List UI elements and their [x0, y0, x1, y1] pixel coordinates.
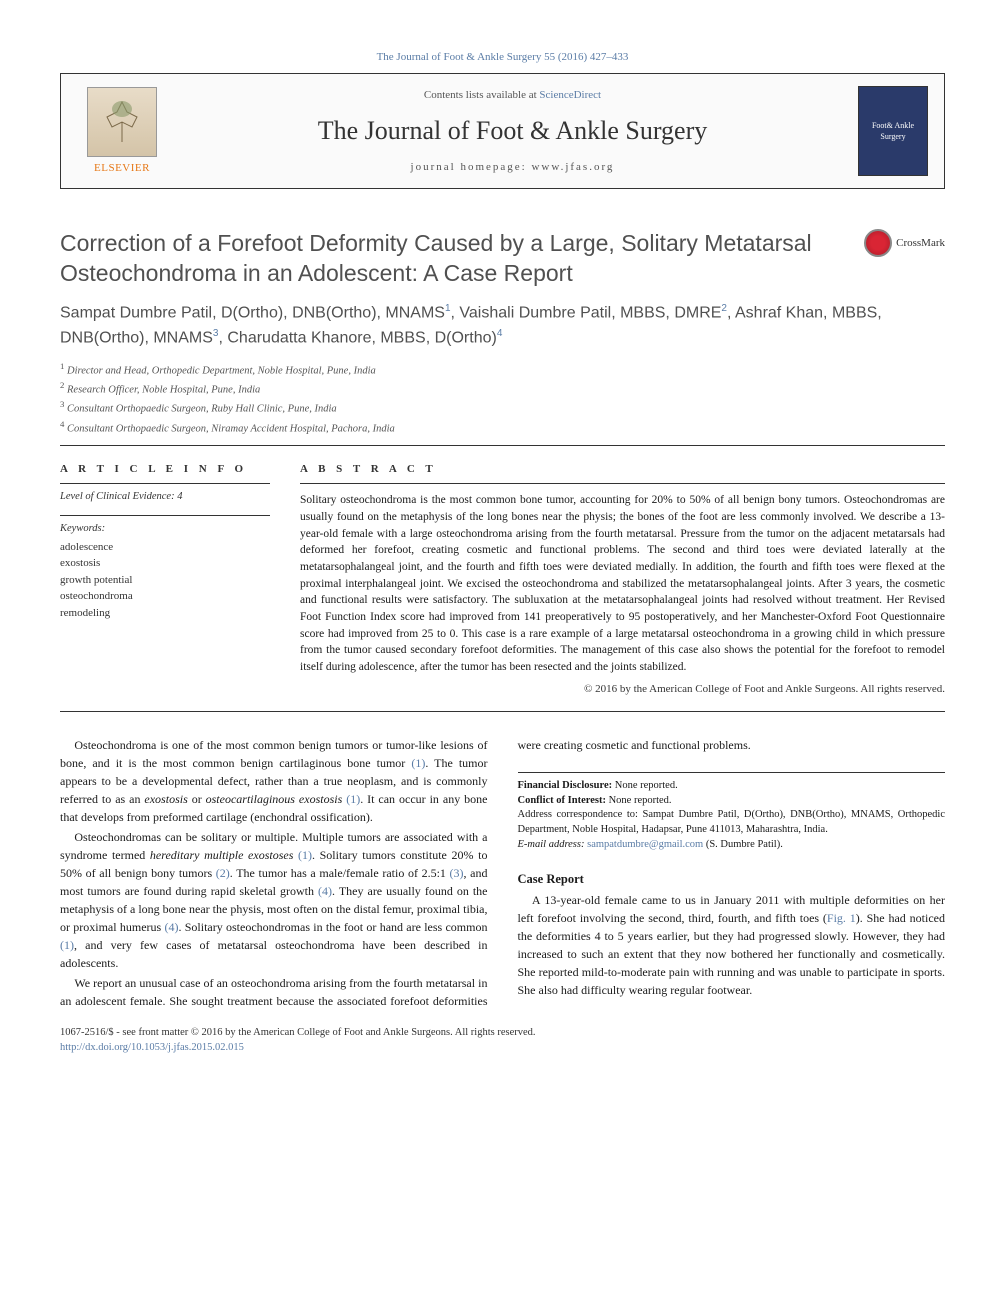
ref-link[interactable]: (3) [450, 866, 464, 880]
abstract-copyright: © 2016 by the American College of Foot a… [300, 682, 945, 697]
email-label: E-mail address: [518, 839, 588, 850]
ref-link[interactable]: (2) [216, 866, 230, 880]
elsevier-label: ELSEVIER [94, 161, 150, 176]
publisher-block: ELSEVIER [77, 87, 167, 176]
journal-title: The Journal of Foot & Ankle Surgery [187, 113, 838, 149]
elsevier-tree-icon [87, 87, 157, 157]
ref-link[interactable]: (1) [60, 938, 74, 952]
evidence-level: Level of Clinical Evidence: 4 [60, 483, 270, 505]
article-body: Osteochondroma is one of the most common… [60, 736, 945, 1010]
authors-line: Sampat Dumbre Patil, D(Ortho), DNB(Ortho… [60, 301, 945, 350]
divider [60, 711, 945, 712]
journal-homepage: journal homepage: www.jfas.org [187, 160, 838, 175]
keywords-label: Keywords: [60, 515, 270, 537]
journal-header: ELSEVIER Contents lists available at Sci… [60, 73, 945, 189]
email-link[interactable]: sampatdumbre@gmail.com [587, 839, 703, 850]
divider [60, 445, 945, 446]
article-info-label: A R T I C L E I N F O [60, 462, 270, 477]
fd-label: Financial Disclosure: [518, 780, 613, 791]
contents-list-line: Contents lists available at ScienceDirec… [187, 88, 838, 103]
abstract-text: Solitary osteochondroma is the most comm… [300, 483, 945, 675]
article-title: Correction of a Forefoot Deformity Cause… [60, 229, 864, 289]
contents-prefix: Contents lists available at [424, 89, 539, 101]
page-footer: 1067-2516/$ - see front matter © 2016 by… [60, 1026, 945, 1055]
body-paragraph: Osteochondroma is one of the most common… [60, 736, 488, 826]
crossmark-widget[interactable]: CrossMark [864, 229, 945, 257]
email-suffix: (S. Dumbre Patil). [703, 839, 783, 850]
ref-link[interactable]: (4) [318, 884, 332, 898]
ref-link[interactable]: (1) [411, 756, 425, 770]
coi-label: Conflict of Interest: [518, 795, 606, 806]
correspondence: Address correspondence to: Sampat Dumbre… [518, 808, 946, 837]
front-matter: 1067-2516/$ - see front matter © 2016 by… [60, 1026, 945, 1041]
body-paragraph: A 13-year-old female came to us in Janua… [518, 891, 946, 999]
journal-cover-thumb: Foot& Ankle Surgery [858, 86, 928, 176]
fd-text: None reported. [612, 780, 678, 791]
crossmark-label: CrossMark [896, 236, 945, 251]
case-report-heading: Case Report [518, 870, 946, 889]
crossmark-icon [864, 229, 892, 257]
keywords-list: adolescenceexostosisgrowth potentialoste… [60, 539, 270, 622]
doi-link[interactable]: http://dx.doi.org/10.1053/j.jfas.2015.02… [60, 1042, 244, 1053]
ref-link[interactable]: (1) [342, 792, 360, 806]
ref-link[interactable]: (4) [164, 920, 178, 934]
sciencedirect-link[interactable]: ScienceDirect [539, 89, 601, 101]
figure-link[interactable]: Fig. 1 [827, 911, 856, 925]
coi-text: None reported. [606, 795, 672, 806]
journal-citation: The Journal of Foot & Ankle Surgery 55 (… [60, 50, 945, 65]
abstract-label: A B S T R A C T [300, 462, 945, 477]
body-paragraph: Osteochondromas can be solitary or multi… [60, 828, 488, 972]
ref-link[interactable]: (1) [293, 848, 312, 862]
affiliations-list: 1 Director and Head, Orthopedic Departme… [60, 360, 945, 437]
footnotes: Financial Disclosure: None reported. Con… [518, 772, 946, 852]
